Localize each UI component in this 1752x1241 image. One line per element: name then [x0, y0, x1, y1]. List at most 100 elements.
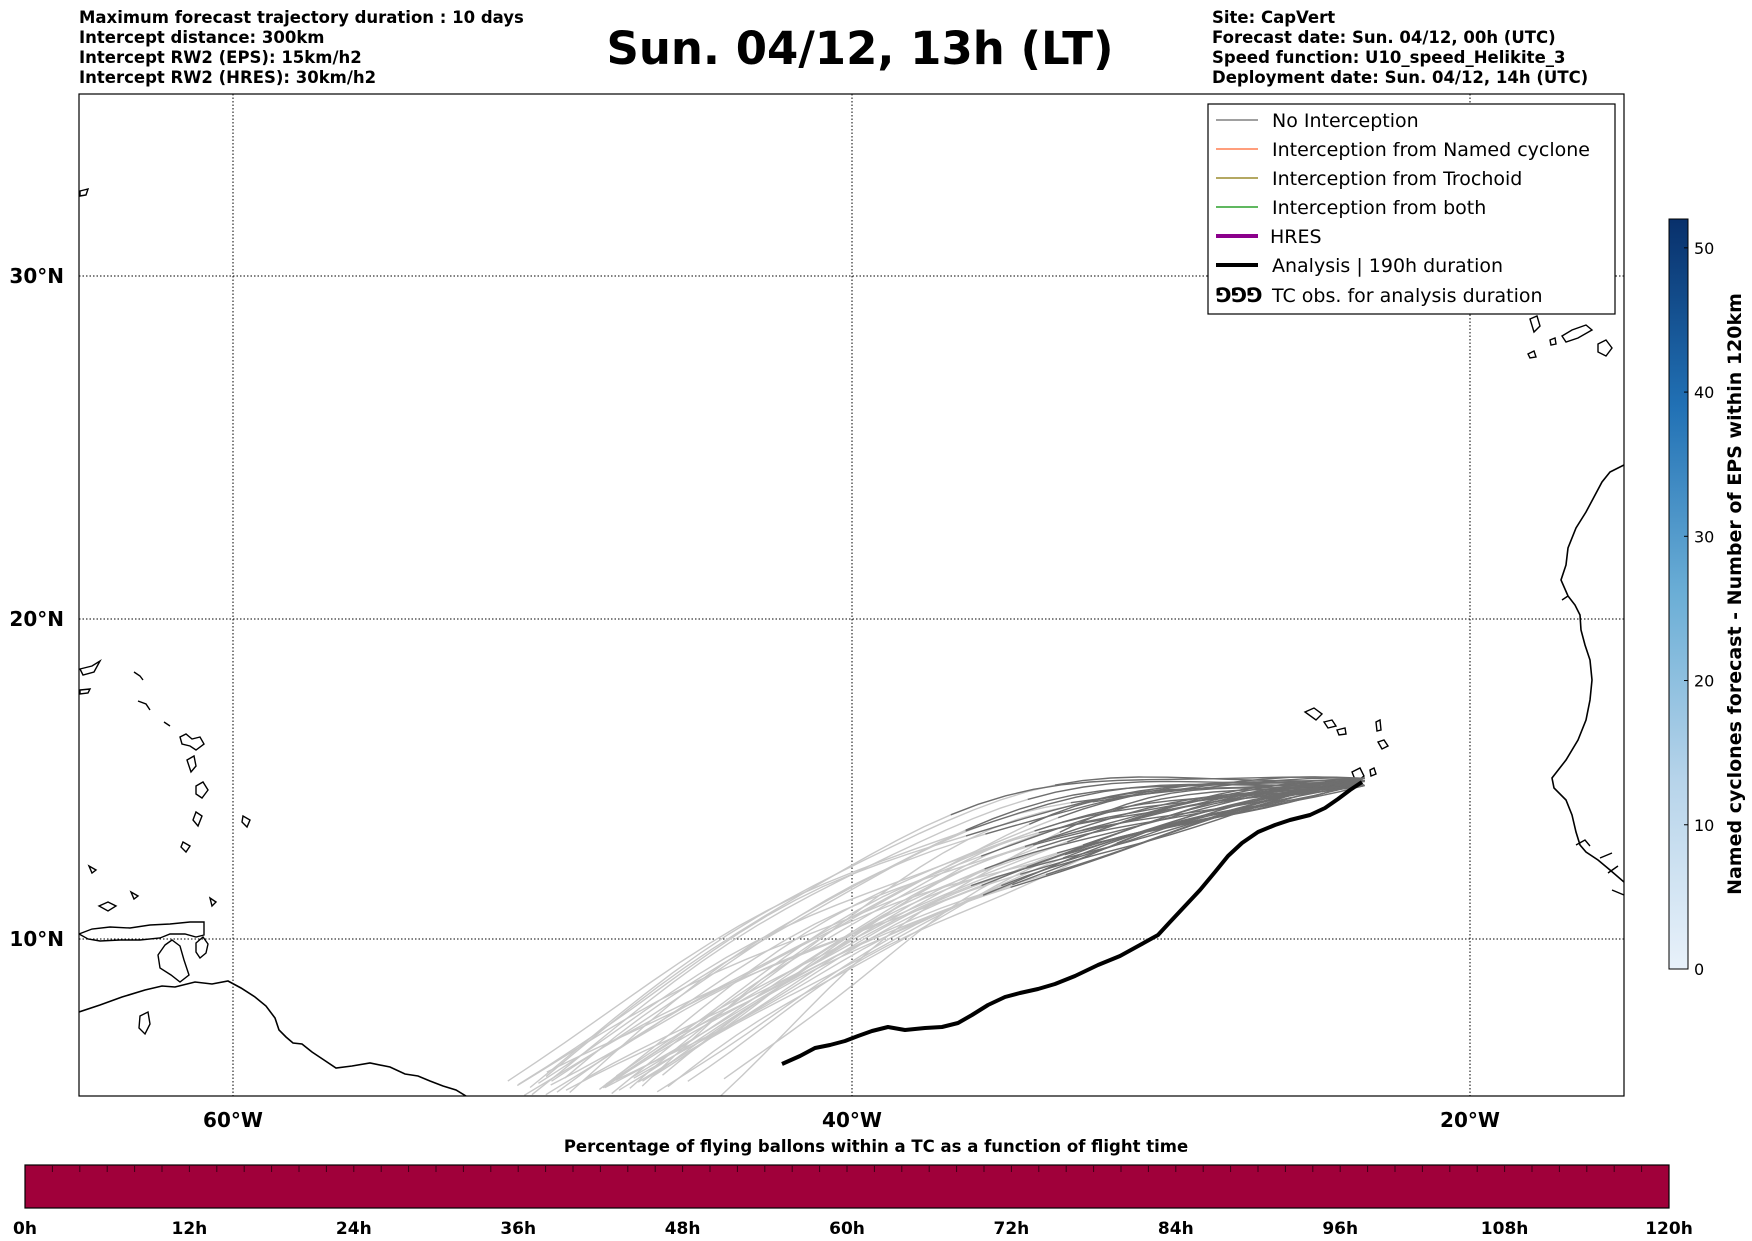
island: [1597, 339, 1613, 357]
info-line: Intercept RW2 (EPS): 15km/h2: [79, 48, 362, 67]
flight-time-tick-label: 24h: [336, 1219, 372, 1239]
page-title: Sun. 04/12, 13h (LT): [606, 22, 1114, 75]
eps-trajectory-segment: [1027, 780, 1365, 801]
flight-time-tick-label: 12h: [172, 1219, 208, 1239]
island: [79, 921, 205, 942]
eps-trajectory-segment: [965, 783, 1365, 832]
colorbar-gradient: [1668, 218, 1689, 970]
flight-time-tick-label: 36h: [500, 1219, 536, 1239]
island: [1376, 739, 1390, 750]
eps-trajectory-segment: [667, 846, 1086, 1088]
eps-trajectory-segment: [605, 868, 985, 1087]
lat-label-10n: 10°N: [9, 927, 64, 951]
flight-time-tick-label: 0h: [13, 1219, 37, 1239]
legend-label: Analysis | 190h duration: [1272, 255, 1503, 277]
island: [79, 188, 90, 197]
legend-label: TC obs. for analysis duration: [1271, 285, 1543, 307]
eps-trajectory-segment: [550, 884, 982, 1086]
island: [129, 890, 140, 901]
legend-label: No Interception: [1272, 110, 1419, 132]
island: [1322, 719, 1338, 729]
legend-label: Interception from Trochoid: [1272, 168, 1522, 190]
lat-label-20n: 20°N: [9, 607, 64, 631]
colorbar-ticks: 0 10 20 30 40 50: [1684, 239, 1714, 979]
island: [138, 1010, 151, 1036]
eps-trajectory-segment: [507, 830, 966, 1082]
flight-time-tick-label: 72h: [994, 1219, 1030, 1239]
island: [1375, 718, 1382, 732]
island: [79, 688, 92, 695]
eps-trajectory-segment: [551, 833, 986, 1082]
island: [163, 721, 171, 727]
tc-symbol-icon: ⅁⅁⅁: [1216, 283, 1263, 307]
lat-label-30n: 30°N: [9, 264, 64, 288]
eps-trajectory-segment: [556, 832, 1039, 1093]
flight-time-tick-label: 48h: [665, 1219, 701, 1239]
flight-time-tick-label: 108h: [1481, 1219, 1529, 1239]
flight-time-tick-label: 84h: [1158, 1219, 1194, 1239]
eps-trajectory-segment: [1092, 776, 1363, 803]
lon-label-60w: 60°W: [203, 1108, 263, 1132]
map-content: [79, 188, 1624, 1096]
island: [87, 864, 98, 875]
colorbar-tick-label: 50: [1694, 239, 1714, 258]
eps-trajectory-segment: [615, 847, 1038, 1077]
flight-time-bar: 0h 12h 24h 36h 48h 60h 72h 84h 96h 108h 120h: [13, 1164, 1693, 1239]
eps-trajectory-segment: [984, 779, 1366, 870]
analysis-trajectory: [781, 780, 1364, 1066]
eps-trajectory-segment: [980, 785, 1364, 857]
island: [195, 781, 209, 799]
eps-trajectories-no-interception: [507, 784, 1118, 1096]
eps-trajectories-late: [950, 776, 1366, 896]
eps-trajectory-segment: [605, 855, 982, 1085]
eps-trajectory-segment: [981, 782, 1360, 887]
info-line: Intercept distance: 300km: [79, 28, 325, 47]
island: [241, 814, 251, 829]
colorbar-tick-label: 0: [1694, 960, 1704, 979]
flight-time-tick-label: 60h: [829, 1219, 865, 1239]
eps-trajectory-segment: [529, 784, 1056, 1089]
map-frame: [78, 93, 1625, 1097]
info-line: Deployment date: Sun. 04/12, 14h (UTC): [1212, 68, 1589, 87]
eps-trajectory-segment: [656, 884, 1013, 1093]
info-line: Intercept RW2 (HRES): 30km/h2: [79, 68, 377, 87]
island: [1336, 727, 1347, 736]
flight-time-tick-label: 96h: [1322, 1219, 1358, 1239]
info-line: Forecast date: Sun. 04/12, 00h (UTC): [1212, 28, 1556, 47]
eps-trajectory-segment: [1102, 785, 1360, 830]
island: [192, 810, 203, 828]
flight-time-bar-title: Percentage of flying ballons within a TC…: [563, 1137, 1189, 1156]
island: [1549, 337, 1557, 346]
eps-trajectory-segment: [1070, 777, 1362, 804]
eps-trajectory-segment: [565, 873, 1047, 1091]
info-line: Site: CapVert: [1212, 8, 1336, 27]
legend-label: Interception from both: [1272, 197, 1486, 219]
eps-trajectory-segment: [598, 817, 1059, 1090]
island: [179, 733, 205, 751]
island: [79, 658, 102, 676]
island: [1561, 324, 1594, 343]
africa-coastline-detail: [1561, 595, 1624, 896]
island: [1529, 315, 1541, 334]
eps-trajectory-segment: [965, 778, 1360, 831]
eps-trajectory-segment: [1001, 777, 1360, 887]
island: [180, 840, 191, 854]
island: [137, 700, 151, 711]
south-america-coastline: [79, 980, 467, 1096]
eps-trajectory-segment: [723, 844, 1084, 1080]
island: [1369, 767, 1377, 777]
eps-trajectory-segment: [516, 845, 1026, 1087]
lon-label-20w: 20°W: [1440, 1108, 1500, 1132]
eps-trajectory-segment: [523, 852, 1058, 1096]
island: [97, 901, 118, 912]
island: [157, 939, 190, 983]
named-cyclone-colorbar: 0 10 20 30 40 50 Named cyclones forecast - Nu…: [1668, 218, 1746, 979]
colorbar-tick-label: 10: [1694, 816, 1714, 835]
graticule: [79, 94, 1624, 1096]
flight-time-tick-labels: 0h 12h 24h 36h 48h 60h 72h 84h 96h 108h 120h: [13, 1219, 1693, 1239]
forecast-parameters: Maximum forecast trajectory duration : 1…: [79, 8, 524, 88]
eps-trajectory-segment: [531, 798, 1028, 1096]
island: [1303, 707, 1324, 721]
info-line: Maximum forecast trajectory duration : 1…: [79, 8, 524, 27]
